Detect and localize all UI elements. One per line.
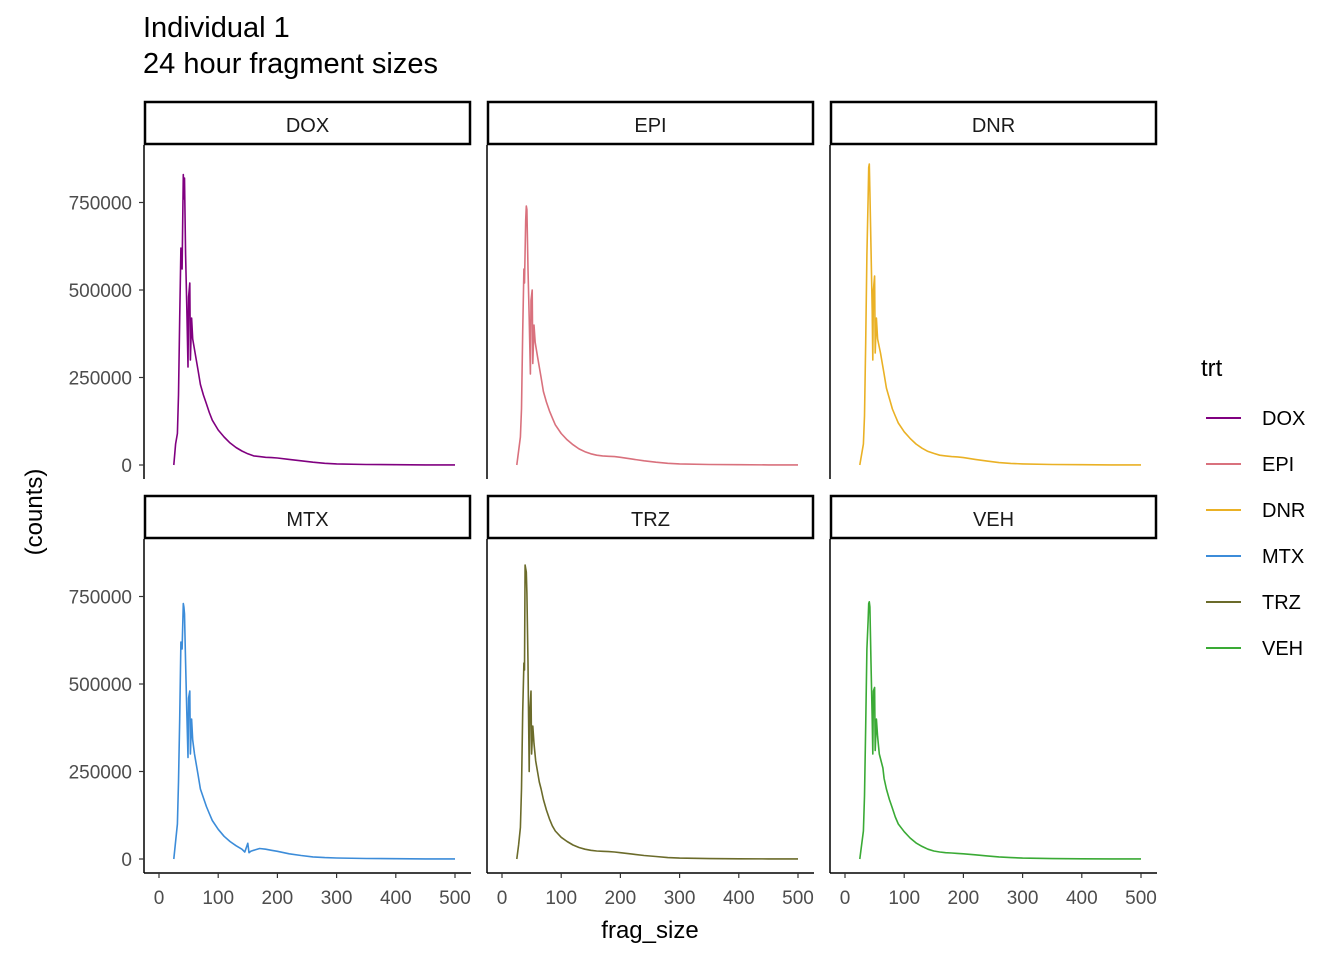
facet-strip-label: MTX <box>286 509 328 531</box>
x-tick-label: 400 <box>723 888 755 909</box>
facet-epi: EPI <box>486 100 815 479</box>
y-tick-label: 250000 <box>69 369 132 390</box>
legend-label: EPI <box>1262 454 1294 476</box>
y-tick-label: 750000 <box>69 588 132 609</box>
legend: trt DOX EPI DNR MTX TRZ VEH <box>1201 355 1305 660</box>
facet-strip-label: DNR <box>972 115 1015 137</box>
legend-item-trz: TRZ <box>1206 592 1301 614</box>
chart-title: Individual 1 24 hour fragment sizes <box>143 10 438 82</box>
series-line-dox <box>173 173 455 466</box>
y-tick-label: 0 <box>121 456 132 477</box>
facet-strip-label: EPI <box>634 115 666 137</box>
x-tick-label: 0 <box>840 888 851 909</box>
legend-label: MTX <box>1262 546 1304 568</box>
x-tick-label: 100 <box>202 888 234 909</box>
legend-item-dnr: DNR <box>1206 500 1305 522</box>
title-line-1: Individual 1 <box>143 12 290 44</box>
x-tick-label: 500 <box>1125 888 1157 909</box>
series-line-veh <box>859 601 1141 860</box>
facet-dox: DOX 0 250000 500000 750000 <box>69 100 472 479</box>
x-tick-label: 100 <box>545 888 577 909</box>
x-tick-label: 400 <box>1066 888 1098 909</box>
legend-item-epi: EPI <box>1206 454 1294 476</box>
facet-strip-label: DOX <box>286 115 329 137</box>
y-tick-label: 250000 <box>69 763 132 784</box>
x-tick-label: 0 <box>497 888 508 909</box>
y-tick-label: 750000 <box>69 194 132 215</box>
legend-item-mtx: MTX <box>1206 546 1304 568</box>
legend-label: TRZ <box>1262 592 1301 614</box>
facet-strip <box>143 494 472 540</box>
title-line-2: 24 hour fragment sizes <box>143 48 438 80</box>
y-tick-label: 500000 <box>69 281 132 302</box>
facet-strip <box>143 100 472 146</box>
x-tick-label: 0 <box>154 888 165 909</box>
facet-dnr: DNR <box>829 100 1158 479</box>
legend-title: trt <box>1201 355 1223 382</box>
facet-strip <box>486 100 815 146</box>
y-tick-label: 0 <box>121 850 132 871</box>
x-tick-label: 100 <box>888 888 920 909</box>
legend-item-veh: VEH <box>1206 638 1303 660</box>
series-line-dnr <box>859 163 1141 466</box>
x-tick-label: 300 <box>664 888 696 909</box>
x-tick-label: 500 <box>439 888 471 909</box>
series-line-trz <box>516 564 798 860</box>
x-tick-label: 200 <box>262 888 294 909</box>
legend-label: VEH <box>1262 638 1303 660</box>
x-tick-label: 400 <box>380 888 412 909</box>
x-tick-label: 500 <box>782 888 814 909</box>
facet-strip-label: VEH <box>973 509 1014 531</box>
facet-strip <box>829 100 1158 146</box>
facet-veh: VEH 0 100 200 300 400 500 <box>829 494 1158 909</box>
legend-item-dox: DOX <box>1206 408 1305 430</box>
y-axis-title: (counts) <box>21 469 48 556</box>
y-tick-label: 500000 <box>69 675 132 696</box>
legend-label: DNR <box>1262 500 1305 522</box>
series-line-mtx <box>173 602 455 860</box>
x-axis-title: frag_size <box>601 917 698 944</box>
x-tick-label: 300 <box>321 888 353 909</box>
facet-strip-label: TRZ <box>631 509 670 531</box>
facet-strip <box>486 494 815 540</box>
facet-mtx: MTX 0 250000 500000 750000 0 100 200 300 400 500 <box>69 494 472 909</box>
x-tick-label: 200 <box>605 888 637 909</box>
series-line-epi <box>516 205 798 466</box>
facet-strip <box>829 494 1158 540</box>
x-tick-label: 300 <box>1007 888 1039 909</box>
x-tick-label: 200 <box>948 888 980 909</box>
facet-trz: TRZ 0 100 200 300 400 500 <box>486 494 815 909</box>
legend-label: DOX <box>1262 408 1305 430</box>
